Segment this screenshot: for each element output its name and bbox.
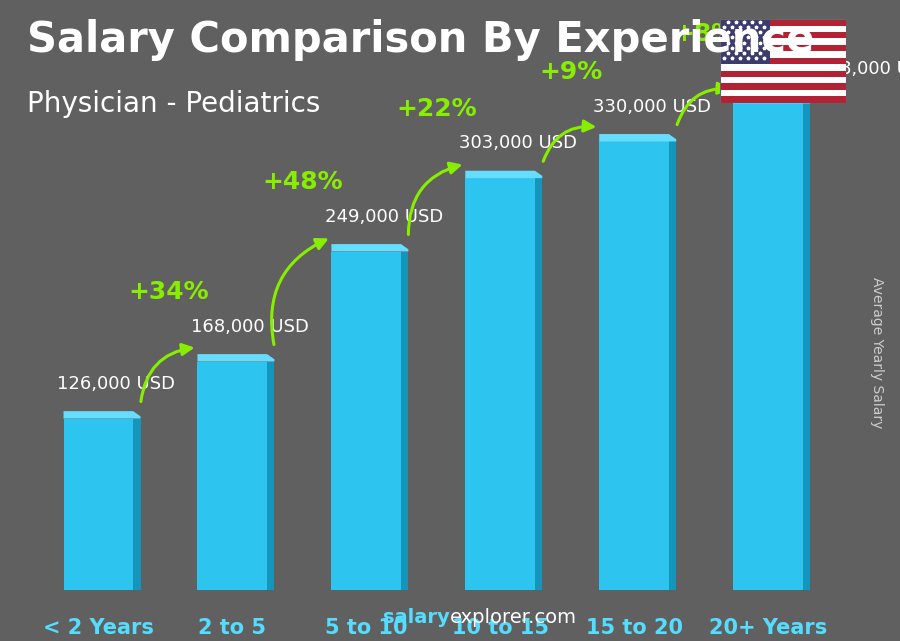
Bar [669, 142, 676, 590]
Bar [720, 64, 846, 71]
Bar [720, 19, 846, 26]
Bar [720, 19, 770, 64]
Text: 126,000 USD: 126,000 USD [57, 375, 175, 393]
Bar [720, 51, 846, 58]
Text: < 2 Years: < 2 Years [43, 618, 154, 638]
Bar [720, 83, 846, 90]
Text: 20+ Years: 20+ Years [709, 618, 827, 638]
Bar [599, 142, 669, 590]
Text: Physician - Pediatrics: Physician - Pediatrics [27, 90, 320, 118]
Bar [734, 103, 803, 590]
Bar [720, 38, 846, 45]
Polygon shape [197, 354, 274, 362]
Polygon shape [599, 134, 676, 142]
Text: +34%: +34% [129, 281, 210, 304]
Text: +22%: +22% [397, 97, 477, 121]
Bar [401, 251, 409, 590]
Polygon shape [465, 171, 543, 178]
Bar [267, 362, 274, 590]
Polygon shape [64, 411, 140, 419]
Polygon shape [331, 244, 409, 251]
Bar [803, 103, 810, 590]
Text: 5 to 10: 5 to 10 [325, 618, 408, 638]
Text: Salary Comparison By Experience: Salary Comparison By Experience [27, 19, 814, 62]
Text: 303,000 USD: 303,000 USD [459, 135, 577, 153]
Bar [720, 90, 846, 96]
Text: 330,000 USD: 330,000 USD [592, 98, 710, 116]
Text: +9%: +9% [539, 60, 602, 85]
Bar [64, 419, 133, 590]
Bar [720, 26, 846, 32]
Bar [465, 178, 535, 590]
Bar [720, 45, 846, 51]
Bar [331, 251, 401, 590]
Bar [720, 58, 846, 64]
Text: Average Yearly Salary: Average Yearly Salary [870, 277, 885, 428]
Text: 249,000 USD: 249,000 USD [325, 208, 443, 226]
Bar [720, 77, 846, 83]
Bar [720, 32, 846, 38]
Bar [133, 419, 140, 590]
Text: 358,000 USD: 358,000 USD [817, 60, 900, 78]
Text: 15 to 20: 15 to 20 [586, 618, 682, 638]
Text: 2 to 5: 2 to 5 [198, 618, 266, 638]
Text: 168,000 USD: 168,000 USD [191, 318, 309, 336]
Bar [720, 96, 846, 103]
Bar [535, 178, 543, 590]
Text: explorer.com: explorer.com [450, 608, 577, 627]
Text: +8%: +8% [673, 22, 736, 46]
Text: salary: salary [383, 608, 450, 627]
Polygon shape [734, 96, 810, 103]
Text: +48%: +48% [263, 171, 343, 194]
Bar [197, 362, 267, 590]
Text: 10 to 15: 10 to 15 [452, 618, 549, 638]
Bar [720, 71, 846, 77]
